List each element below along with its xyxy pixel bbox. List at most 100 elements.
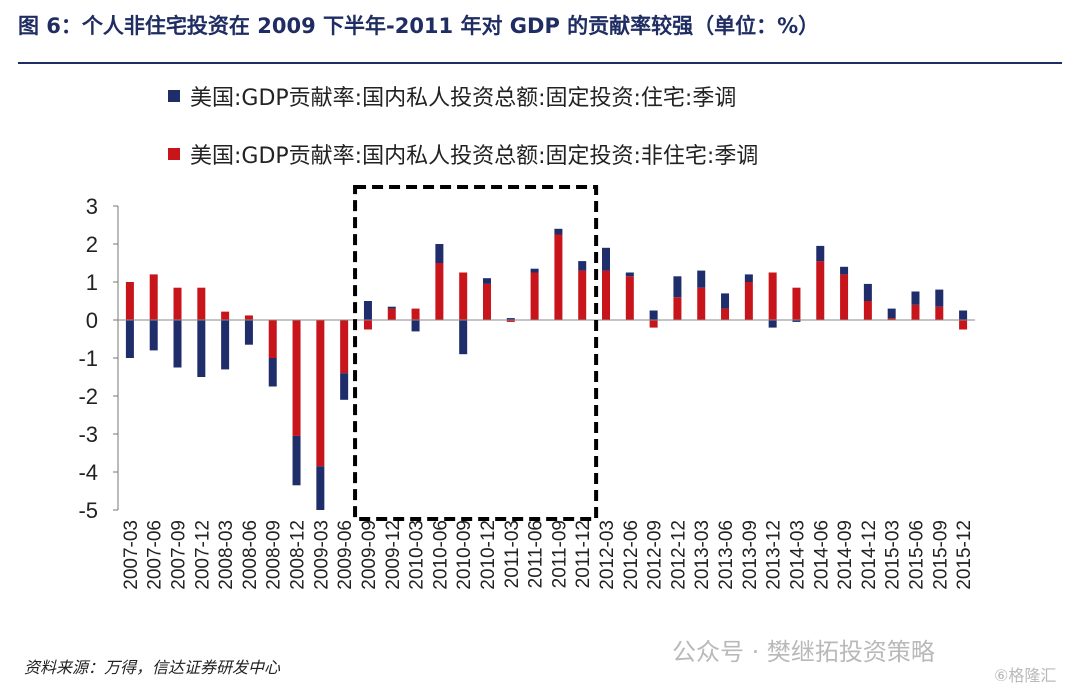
x-tick-label: 2007-12	[192, 520, 213, 590]
bar-nonresidential	[459, 272, 468, 320]
bar-residential	[530, 268, 539, 273]
bar-residential	[268, 358, 277, 387]
bar-nonresidential	[554, 234, 563, 320]
x-tick-label: 2011-06	[526, 520, 547, 588]
x-tick-label: 2008-09	[264, 520, 285, 590]
x-tick-label: 2015-06	[906, 520, 927, 590]
bar-residential	[411, 320, 420, 332]
bar-nonresidential	[411, 308, 420, 320]
highlight-box	[353, 185, 599, 521]
bar-nonresidential	[221, 311, 230, 320]
bar-nonresidential	[387, 308, 396, 320]
bar-nonresidential	[530, 272, 539, 320]
x-tick-label: 2007-03	[121, 520, 142, 590]
bar-nonresidential	[697, 287, 706, 320]
bar-residential	[292, 435, 301, 486]
bar-nonresidential	[268, 320, 277, 358]
bar-residential	[721, 293, 730, 309]
bar-residential	[221, 320, 230, 370]
legend-item-nonresidential: 美国:GDP贡献率:国内私人投资总额:固定投资:非住宅:季调	[168, 138, 758, 170]
bar-residential	[340, 373, 349, 400]
bar-nonresidential	[935, 306, 944, 320]
bar-nonresidential	[744, 282, 753, 320]
x-tick-label: 2012-03	[597, 520, 618, 590]
bar-nonresidential	[125, 282, 134, 320]
x-tick-label: 2008-12	[288, 520, 309, 590]
bar-nonresidential	[673, 297, 682, 320]
x-tick-label: 2010-06	[430, 520, 451, 590]
x-tick-label: 2014-09	[835, 520, 856, 590]
bar-residential	[887, 308, 896, 319]
legend-label-residential: 美国:GDP贡献率:国内私人投资总额:固定投资:住宅:季调	[190, 86, 737, 111]
bar-residential	[387, 306, 396, 309]
bar-nonresidential	[959, 320, 968, 330]
x-tick-label: 2011-03	[502, 520, 523, 588]
legend-label-nonresidential: 美国:GDP贡献率:国内私人投资总额:固定投资:非住宅:季调	[190, 144, 759, 169]
y-tick-label: 1	[86, 270, 98, 295]
bar-residential	[673, 276, 682, 298]
figure-title: 图 6：个人非住宅投资在 2009 下半年-2011 年对 GDP 的贡献率较强…	[18, 14, 820, 38]
bar-nonresidential	[435, 263, 444, 320]
bar-residential	[173, 320, 182, 368]
x-tick-label: 2007-06	[145, 520, 166, 590]
legend-swatch-nonresidential	[168, 148, 180, 160]
x-tick-label: 2009-06	[335, 520, 356, 590]
bar-residential	[768, 320, 777, 328]
y-tick-label: -1	[78, 346, 98, 371]
bar-residential	[911, 291, 920, 305]
bar-nonresidential	[625, 276, 634, 320]
bar-residential	[578, 261, 587, 271]
bar-nonresidential	[768, 272, 777, 320]
bar-nonresidential	[197, 287, 206, 320]
bar-residential	[363, 301, 372, 320]
bar-residential	[863, 283, 872, 301]
bar-residential	[816, 245, 825, 262]
x-tick-label: 2010-12	[478, 520, 499, 590]
x-tick-label: 2012-12	[668, 520, 689, 590]
bar-nonresidential	[602, 270, 611, 320]
bar-nonresidential	[316, 320, 325, 467]
legend-item-residential: 美国:GDP贡献率:国内私人投资总额:固定投资:住宅:季调	[168, 80, 736, 112]
y-tick-label: -5	[78, 498, 98, 523]
x-tick-label: 2008-03	[216, 520, 237, 590]
x-tick-label: 2007-09	[169, 520, 190, 590]
x-tick-label: 2010-09	[454, 520, 475, 590]
bar-nonresidential	[721, 308, 730, 320]
x-tick-label: 2009-12	[383, 520, 404, 590]
bar-residential	[125, 320, 134, 358]
legend-swatch-residential	[168, 90, 180, 102]
x-tick-label: 2014-12	[859, 520, 880, 590]
x-tick-label: 2009-03	[311, 520, 332, 590]
y-tick-label: 3	[86, 194, 98, 219]
bar-nonresidential	[363, 320, 372, 330]
bar-residential	[482, 278, 491, 284]
bar-nonresidential	[482, 283, 491, 320]
y-tick-label: 0	[86, 308, 98, 333]
x-tick-label: 2015-03	[883, 520, 904, 590]
bar-residential	[935, 289, 944, 307]
bar-residential	[554, 228, 563, 235]
bar-nonresidential	[863, 301, 872, 320]
x-tick-label: 2014-03	[787, 520, 808, 590]
x-tick-label: 2013-09	[740, 520, 761, 590]
bar-nonresidential	[506, 320, 515, 322]
bar-residential	[744, 274, 753, 282]
x-tick-label: 2010-03	[407, 520, 428, 590]
x-tick-label: 2012-06	[621, 520, 642, 590]
x-tick-label: 2012-09	[645, 520, 666, 590]
x-tick-label: 2011-09	[549, 520, 570, 588]
bar-nonresidential	[792, 287, 801, 320]
bar-residential	[792, 320, 801, 322]
x-tick-label: 2013-06	[716, 520, 737, 590]
bar-residential	[625, 272, 634, 277]
bar-nonresidential	[911, 304, 920, 320]
bar-residential	[197, 320, 206, 377]
bar-residential	[316, 466, 325, 510]
x-tick-label: 2014-06	[811, 520, 832, 590]
y-tick-label: -4	[78, 460, 98, 485]
x-tick-label: 2008-06	[240, 520, 261, 590]
bar-residential	[697, 270, 706, 288]
bar-nonresidential	[578, 270, 587, 320]
bar-residential	[506, 318, 515, 320]
